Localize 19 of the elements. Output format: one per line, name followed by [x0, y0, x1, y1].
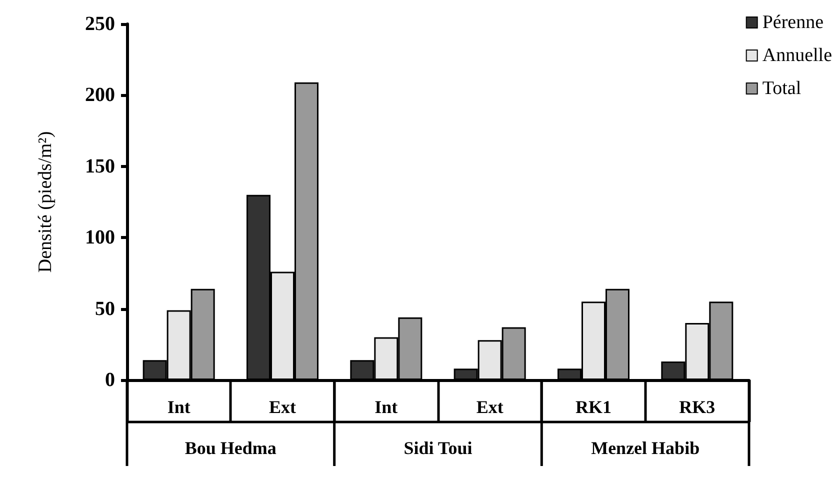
y-tick-label: 100	[85, 226, 115, 249]
y-tick-label: 250	[85, 13, 115, 35]
y-tick-label: 0	[105, 369, 115, 391]
x-tick-label: RK1	[576, 397, 612, 417]
y-tick-label: 150	[85, 155, 115, 178]
x-tick-label: Ext	[269, 397, 296, 417]
x-tick-label: Int	[374, 397, 398, 417]
y-tick-label: 50	[95, 298, 115, 320]
legend-label: Total	[762, 78, 802, 99]
y-axis-title: Densité (pieds/m²)	[35, 131, 56, 273]
x-tick-label: Int	[167, 397, 190, 417]
legend-label: Pérenne	[762, 12, 824, 33]
x-tick-label: RK3	[679, 397, 716, 417]
text: Menzel Habib	[591, 438, 700, 458]
x-tick-label: Ext	[476, 397, 504, 417]
y-tick-label: 200	[85, 84, 115, 106]
text: Bou Hedma	[184, 438, 276, 458]
text: Sidi Toui	[404, 438, 472, 458]
legend-label: Annuelle	[762, 45, 832, 66]
